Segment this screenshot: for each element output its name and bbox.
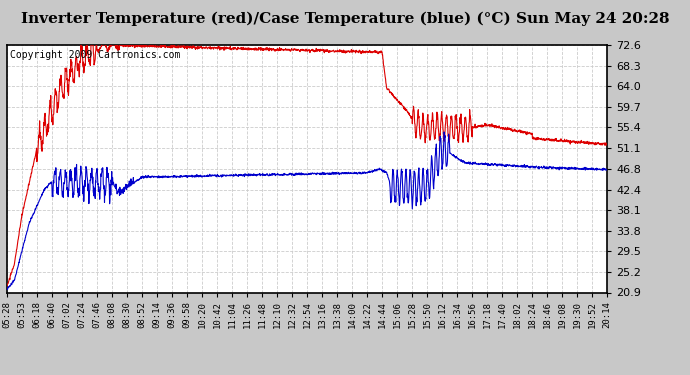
Text: Copyright 2009 Cartronics.com: Copyright 2009 Cartronics.com bbox=[10, 50, 180, 60]
Text: Inverter Temperature (red)/Case Temperature (blue) (°C) Sun May 24 20:28: Inverter Temperature (red)/Case Temperat… bbox=[21, 11, 669, 26]
